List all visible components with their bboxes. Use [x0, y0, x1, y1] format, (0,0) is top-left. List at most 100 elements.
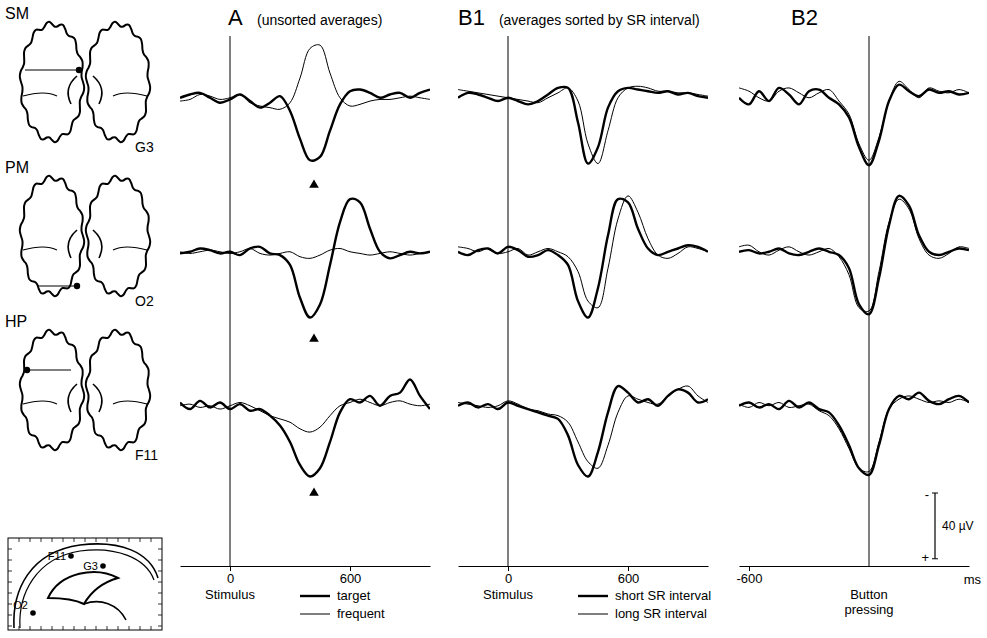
waveform: [739, 196, 969, 315]
x-axis-line: [459, 566, 709, 567]
x-axis-unit: ms: [964, 572, 982, 587]
sulcus: [113, 247, 147, 250]
plot-area: [180, 379, 430, 476]
waveform: [458, 386, 708, 477]
x-tick-label: -600: [736, 571, 762, 586]
legend-label: long SR interval: [615, 606, 707, 621]
grid-tick: [158, 593, 162, 594]
x-tick-label: 600: [618, 571, 640, 586]
waveform: [458, 386, 708, 468]
waveform: [180, 379, 430, 476]
x-tick: 600: [340, 566, 362, 586]
grid-tick: [74, 538, 75, 542]
panel-letter: A: [228, 5, 243, 30]
event-line: [230, 36, 231, 566]
x-axis-line: [740, 566, 970, 567]
grid-tick: [8, 549, 12, 550]
brain-outline: [20, 550, 154, 628]
grid-tick: [118, 538, 119, 542]
event-label: Buttonpressing: [844, 587, 893, 617]
waveform: [458, 196, 708, 308]
sulcus: [23, 401, 57, 404]
panel-subtitle: (averages sorted by SR interval): [499, 12, 700, 28]
ventricle: [48, 572, 118, 604]
plot-area: [458, 86, 708, 163]
sulcus: [23, 247, 57, 250]
grid-tick: [96, 538, 97, 542]
plot-area: [739, 393, 969, 475]
electrode-track: [27, 370, 71, 371]
x-axis-line: [181, 566, 431, 567]
electrode-label: F11: [48, 550, 66, 562]
grid-tick: [158, 549, 162, 550]
legend-swatch: [578, 595, 608, 597]
legend-label: frequent: [337, 606, 385, 621]
coronal-section: [20, 22, 150, 142]
brain-outline: [86, 176, 150, 296]
electrode-contact: [100, 563, 106, 569]
electrode-label: O2: [13, 599, 28, 611]
ventricle: [68, 384, 77, 412]
panel-letter: B1: [458, 5, 485, 30]
skull-outline: [14, 544, 158, 628]
plot-area: [458, 386, 708, 477]
ventricle: [93, 384, 102, 412]
event-label: Stimulus: [205, 587, 255, 602]
grid-tick: [158, 571, 162, 572]
electrode-label: F11: [135, 447, 158, 463]
plot-area: [458, 196, 708, 318]
waveform: [458, 87, 708, 164]
sagittal-section: [8, 538, 162, 630]
grid-tick: [8, 604, 12, 605]
waveform: [739, 199, 969, 311]
grid-tick: [158, 615, 162, 616]
brain-outline: [20, 176, 84, 296]
legend-label: short SR interval: [615, 588, 711, 603]
grid-tick: [41, 626, 42, 630]
grid-tick: [8, 593, 12, 594]
scale-bar: [934, 493, 935, 559]
x-tick: 600: [618, 566, 640, 586]
grid-tick: [107, 538, 108, 542]
waveform: [739, 393, 969, 475]
grid-tick: [8, 615, 12, 616]
plot-area: [180, 45, 430, 161]
grid-tick: [41, 538, 42, 542]
peak-marker: [309, 487, 319, 495]
scale-bar-end: [932, 493, 938, 494]
plot-area: [739, 196, 969, 315]
grid-tick: [30, 538, 31, 542]
x-tick: 0: [505, 566, 512, 586]
x-tick-label: 0: [505, 571, 512, 586]
electrode-label: G3: [135, 139, 154, 155]
sulcus: [113, 93, 147, 96]
grid-tick: [52, 626, 53, 630]
waveform: [739, 81, 969, 160]
event-label: Stimulus: [483, 587, 533, 602]
sulcus: [113, 401, 147, 404]
waveform: [180, 248, 430, 258]
x-axis: 0 600: [459, 566, 709, 586]
ventricle: [93, 230, 102, 258]
brain-outline: [86, 22, 150, 142]
waveform: [180, 399, 430, 432]
row-label: HP: [5, 313, 27, 330]
legend-swatch: [578, 614, 608, 615]
event-line: [508, 36, 509, 566]
electrode-contact: [68, 553, 74, 559]
waveform: [458, 86, 708, 163]
x-tick: -600: [736, 566, 762, 586]
ventricle: [93, 76, 102, 104]
grid-tick: [96, 626, 97, 630]
plot-area: [180, 199, 430, 318]
peak-marker: [309, 333, 319, 341]
grid-tick: [74, 626, 75, 630]
grid-tick: [158, 626, 162, 627]
grid-tick: [63, 626, 64, 630]
waveform: [180, 199, 430, 318]
grid-tick: [129, 538, 130, 542]
scale-bar-polarity: -: [925, 487, 929, 502]
grid-tick: [118, 626, 119, 630]
panel-letter: B2: [791, 5, 818, 30]
electrode-label: G3: [83, 560, 98, 572]
